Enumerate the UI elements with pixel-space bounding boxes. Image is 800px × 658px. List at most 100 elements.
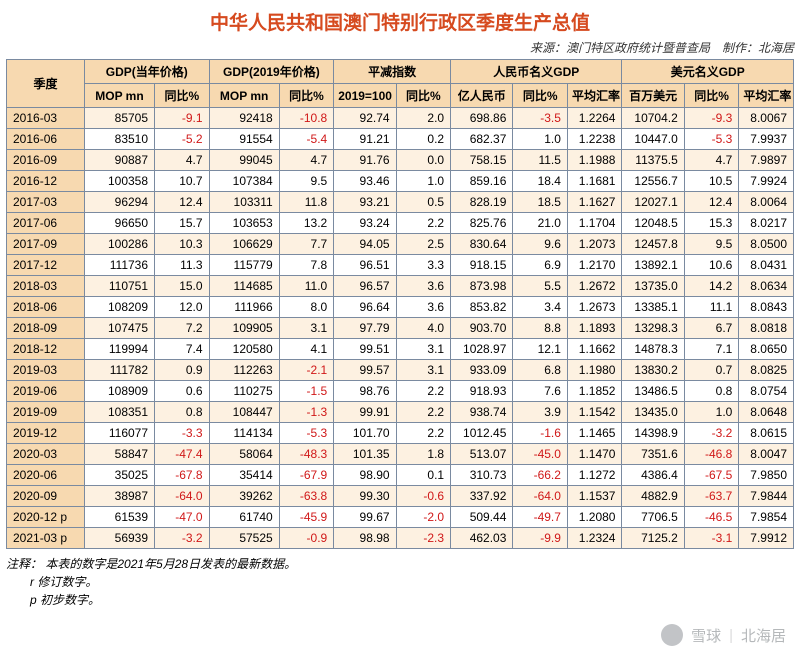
note-line: r 修订数字。	[6, 575, 97, 589]
value-cell: 0.5	[396, 192, 451, 213]
col-sub-header: 同比%	[513, 84, 568, 108]
value-cell: 12556.7	[622, 171, 684, 192]
value-cell: -67.5	[684, 465, 739, 486]
value-cell: 99045	[209, 150, 279, 171]
value-cell: -47.4	[155, 444, 210, 465]
period-cell: 2019-09	[7, 402, 85, 423]
value-cell: 101.70	[334, 423, 396, 444]
value-cell: 111736	[84, 255, 154, 276]
value-cell: 698.86	[451, 108, 513, 129]
period-cell: 2020-09	[7, 486, 85, 507]
value-cell: 8.0067	[739, 108, 794, 129]
value-cell: 1.0	[396, 171, 451, 192]
table-row: 2016-09908874.7990454.791.760.0758.1511.…	[7, 150, 794, 171]
table-row: 2020-0358847-47.458064-48.3101.351.8513.…	[7, 444, 794, 465]
value-cell: 96294	[84, 192, 154, 213]
value-cell: 4386.4	[622, 465, 684, 486]
value-cell: 115779	[209, 255, 279, 276]
value-cell: 310.73	[451, 465, 513, 486]
value-cell: -67.9	[279, 465, 334, 486]
value-cell: 1.1852	[567, 381, 622, 402]
value-cell: 114134	[209, 423, 279, 444]
value-cell: 11.0	[279, 276, 334, 297]
col-group-header: 美元名义GDP	[622, 60, 794, 84]
value-cell: -5.2	[155, 129, 210, 150]
value-cell: -64.0	[513, 486, 568, 507]
value-cell: 918.15	[451, 255, 513, 276]
value-cell: 1028.97	[451, 339, 513, 360]
value-cell: 509.44	[451, 507, 513, 528]
value-cell: -9.3	[684, 108, 739, 129]
value-cell: -63.7	[684, 486, 739, 507]
value-cell: 8.0500	[739, 234, 794, 255]
table-row: 2019-031117820.9112263-2.199.573.1933.09…	[7, 360, 794, 381]
table-row: 2019-091083510.8108447-1.399.912.2938.74…	[7, 402, 794, 423]
value-cell: 119994	[84, 339, 154, 360]
col-group-header: GDP(2019年价格)	[209, 60, 334, 84]
value-cell: 859.16	[451, 171, 513, 192]
value-cell: -9.1	[155, 108, 210, 129]
value-cell: 99.51	[334, 339, 396, 360]
value-cell: 9.6	[513, 234, 568, 255]
value-cell: 91.21	[334, 129, 396, 150]
value-cell: 12048.5	[622, 213, 684, 234]
value-cell: 108351	[84, 402, 154, 423]
value-cell: 21.0	[513, 213, 568, 234]
value-cell: -45.0	[513, 444, 568, 465]
value-cell: 8.0648	[739, 402, 794, 423]
value-cell: 873.98	[451, 276, 513, 297]
value-cell: 112263	[209, 360, 279, 381]
value-cell: 93.21	[334, 192, 396, 213]
value-cell: 98.90	[334, 465, 396, 486]
value-cell: 110751	[84, 276, 154, 297]
period-cell: 2017-03	[7, 192, 85, 213]
value-cell: 12.4	[155, 192, 210, 213]
value-cell: 1.1704	[567, 213, 622, 234]
value-cell: 111782	[84, 360, 154, 381]
value-cell: 103653	[209, 213, 279, 234]
col-sub-header: 平均汇率	[567, 84, 622, 108]
col-sub-header: 同比%	[279, 84, 334, 108]
col-sub-header: 2019=100	[334, 84, 396, 108]
value-cell: 99.91	[334, 402, 396, 423]
value-cell: 92.74	[334, 108, 396, 129]
value-cell: 8.0064	[739, 192, 794, 213]
value-cell: 12457.8	[622, 234, 684, 255]
value-cell: 91554	[209, 129, 279, 150]
value-cell: -3.3	[155, 423, 210, 444]
value-cell: 58064	[209, 444, 279, 465]
value-cell: -5.3	[279, 423, 334, 444]
value-cell: 13.2	[279, 213, 334, 234]
value-cell: 1.0	[513, 129, 568, 150]
value-cell: 120580	[209, 339, 279, 360]
note-line: p 初步数字。	[6, 593, 100, 607]
period-cell: 2016-06	[7, 129, 85, 150]
period-cell: 2019-03	[7, 360, 85, 381]
value-cell: 5.5	[513, 276, 568, 297]
value-cell: 682.37	[451, 129, 513, 150]
value-cell: -3.5	[513, 108, 568, 129]
value-cell: -45.9	[279, 507, 334, 528]
table-row: 2021-03 p56939-3.257525-0.998.98-2.3462.…	[7, 528, 794, 549]
value-cell: 18.4	[513, 171, 568, 192]
value-cell: 1.2673	[567, 297, 622, 318]
value-cell: 106629	[209, 234, 279, 255]
value-cell: -3.1	[684, 528, 739, 549]
value-cell: 0.2	[396, 129, 451, 150]
value-cell: 1.2672	[567, 276, 622, 297]
value-cell: 108209	[84, 297, 154, 318]
value-cell: 114685	[209, 276, 279, 297]
value-cell: 13435.0	[622, 402, 684, 423]
value-cell: 100358	[84, 171, 154, 192]
value-cell: 15.3	[684, 213, 739, 234]
value-cell: 6.8	[513, 360, 568, 381]
period-cell: 2018-03	[7, 276, 85, 297]
value-cell: 8.0754	[739, 381, 794, 402]
value-cell: 0.8	[684, 381, 739, 402]
value-cell: 825.76	[451, 213, 513, 234]
value-cell: 10.6	[684, 255, 739, 276]
value-cell: 1.1681	[567, 171, 622, 192]
col-sub-header: 同比%	[396, 84, 451, 108]
value-cell: 828.19	[451, 192, 513, 213]
value-cell: 83510	[84, 129, 154, 150]
